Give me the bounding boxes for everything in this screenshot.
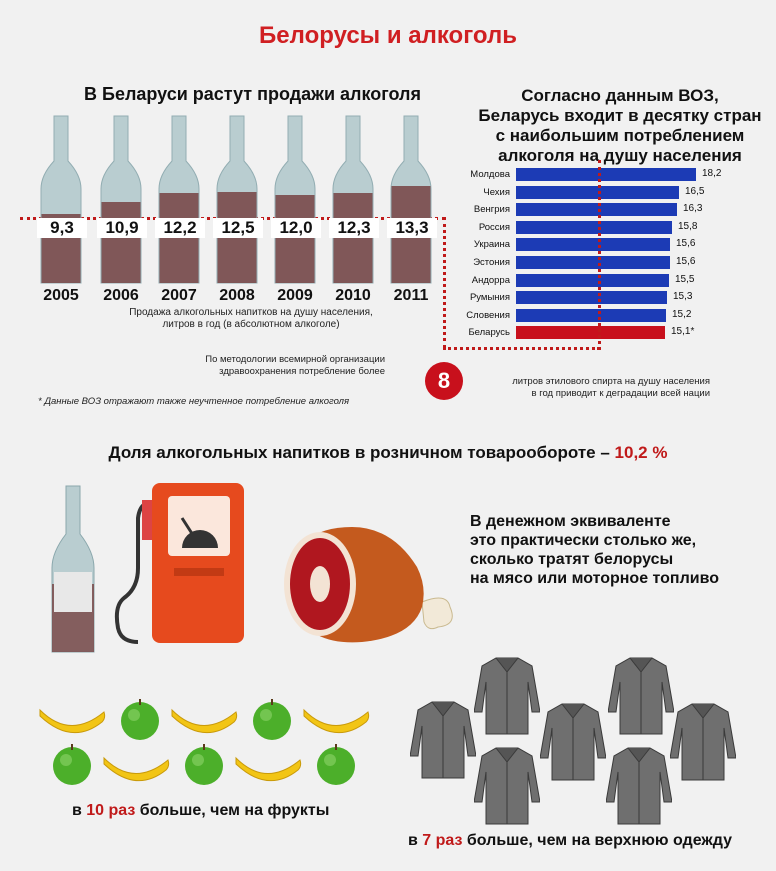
bar-value: 16,3 xyxy=(683,203,703,215)
banana-icon xyxy=(38,700,108,745)
banana-icon xyxy=(170,700,240,745)
bar-label: Венгрия xyxy=(473,204,510,216)
apple-icon xyxy=(250,697,294,746)
bar xyxy=(516,220,672,234)
bottle-year: 2005 xyxy=(43,287,79,304)
bar xyxy=(516,238,670,252)
bottle-year: 2007 xyxy=(161,287,197,304)
banana-icon xyxy=(234,748,304,793)
bottle-icon xyxy=(274,115,316,284)
coat-icon xyxy=(605,746,673,831)
who-heading: Согласно данным ВОЗ, Беларусь входит в д… xyxy=(478,86,762,165)
bar xyxy=(516,168,696,181)
bottle-value: 9,3 xyxy=(37,218,87,238)
threshold-connector xyxy=(443,217,446,348)
bottle-value: 12,0 xyxy=(271,218,321,238)
sales-caption: Продажа алкогольных напитков на душу нас… xyxy=(129,307,373,330)
bar-label: Эстония xyxy=(473,257,510,268)
bar-value: 18,2 xyxy=(702,168,722,179)
bar-value: 15,6 xyxy=(676,238,696,250)
bar xyxy=(516,308,666,322)
wine-bottle-icon xyxy=(51,485,95,653)
footnote: * Данные ВОЗ отражают также неучтенное п… xyxy=(38,396,350,407)
apple-icon xyxy=(314,742,358,791)
bottle-icon xyxy=(332,115,374,284)
bar-label: Румыния xyxy=(469,292,510,304)
bottle-2006: 10,9 2006 xyxy=(97,115,147,315)
threshold-left-note: По методологии всемирной организации здр… xyxy=(205,354,385,377)
bar-value: 15,3 xyxy=(673,291,693,303)
retail-heading: Доля алкогольных напитков в розничном то… xyxy=(108,443,668,462)
bar-label: Андорра xyxy=(471,274,510,286)
bottle-2007: 12,2 2007 xyxy=(155,115,205,315)
bottle-icon xyxy=(158,115,200,284)
bottle-value: 12,3 xyxy=(329,218,379,238)
fruits-caption: в 10 раз больше, чем на фрукты xyxy=(72,802,330,819)
apple-icon xyxy=(50,742,94,791)
bar-label: Словения xyxy=(466,309,510,321)
bottle-2008: 12,5 2008 xyxy=(213,115,263,315)
bottle-icon xyxy=(100,115,142,284)
bottle-year: 2008 xyxy=(219,287,255,304)
bar-label: Чехия xyxy=(483,186,510,198)
banana-icon xyxy=(102,748,172,793)
bar-label: Украина xyxy=(473,239,510,251)
bottle-value: 12,2 xyxy=(155,218,205,238)
fuel-pump-icon xyxy=(114,483,244,644)
bottle-value: 10,9 xyxy=(97,218,147,238)
bar xyxy=(516,203,677,217)
coat-icon xyxy=(473,746,541,831)
bar xyxy=(516,185,679,199)
bottle-value: 12,5 xyxy=(213,218,263,238)
bottle-2009: 12,0 2009 xyxy=(271,115,321,315)
coat-icon xyxy=(539,702,607,787)
bottle-year: 2009 xyxy=(277,287,313,304)
apple-icon xyxy=(118,697,162,746)
page-title: Белорусы и алкоголь xyxy=(259,22,517,49)
bottle-year: 2006 xyxy=(103,287,139,304)
bottle-year: 2011 xyxy=(393,287,429,304)
sales-heading: В Беларуси растут продажи алкоголя xyxy=(84,84,421,104)
bar-value: 15,6 xyxy=(676,256,696,267)
threshold-badge: 8 xyxy=(425,362,463,400)
bar-value: 15,1* xyxy=(671,326,695,338)
bar-label: Беларусь xyxy=(468,327,510,339)
bar xyxy=(516,326,665,340)
who-bar-chart: Молдова 18,2 Чехия 16,5 Венгрия 16,3 Россия 15,… xyxy=(0,168,776,348)
threshold-connector-bottom xyxy=(443,347,600,350)
clothes-caption: в 7 раз больше, чем на верхнюю одежду xyxy=(408,832,732,849)
bar-value: 16,5 xyxy=(685,185,705,197)
bar xyxy=(516,291,667,305)
bar-value: 15,5 xyxy=(675,273,695,285)
bar-value: 15,2 xyxy=(672,308,692,320)
bottle-2010: 12,3 2010 xyxy=(329,115,379,315)
bottle-value: 13,3 xyxy=(387,218,437,238)
bar xyxy=(516,256,670,269)
coat-icon xyxy=(669,702,737,787)
bar-value: 15,8 xyxy=(678,220,698,232)
threshold-right-note: литров этилового спирта на душу населени… xyxy=(512,376,710,399)
bottle-2011: 13,3 2011 xyxy=(387,115,437,315)
coat-icon xyxy=(473,656,541,741)
bottle-2005: 9,3 2005 xyxy=(37,115,87,315)
bar-label: Молдова xyxy=(470,169,510,180)
retail-comparison-text: В денежном эквиваленте это практически с… xyxy=(470,513,719,587)
banana-icon xyxy=(302,700,372,745)
ham-icon xyxy=(284,527,453,643)
bottle-year: 2010 xyxy=(335,287,371,304)
coat-icon xyxy=(607,656,675,741)
who-threshold-line xyxy=(598,160,601,350)
bar xyxy=(516,273,669,287)
apple-icon xyxy=(182,742,226,791)
coat-icon xyxy=(409,700,477,785)
bar-label: Россия xyxy=(478,221,510,233)
